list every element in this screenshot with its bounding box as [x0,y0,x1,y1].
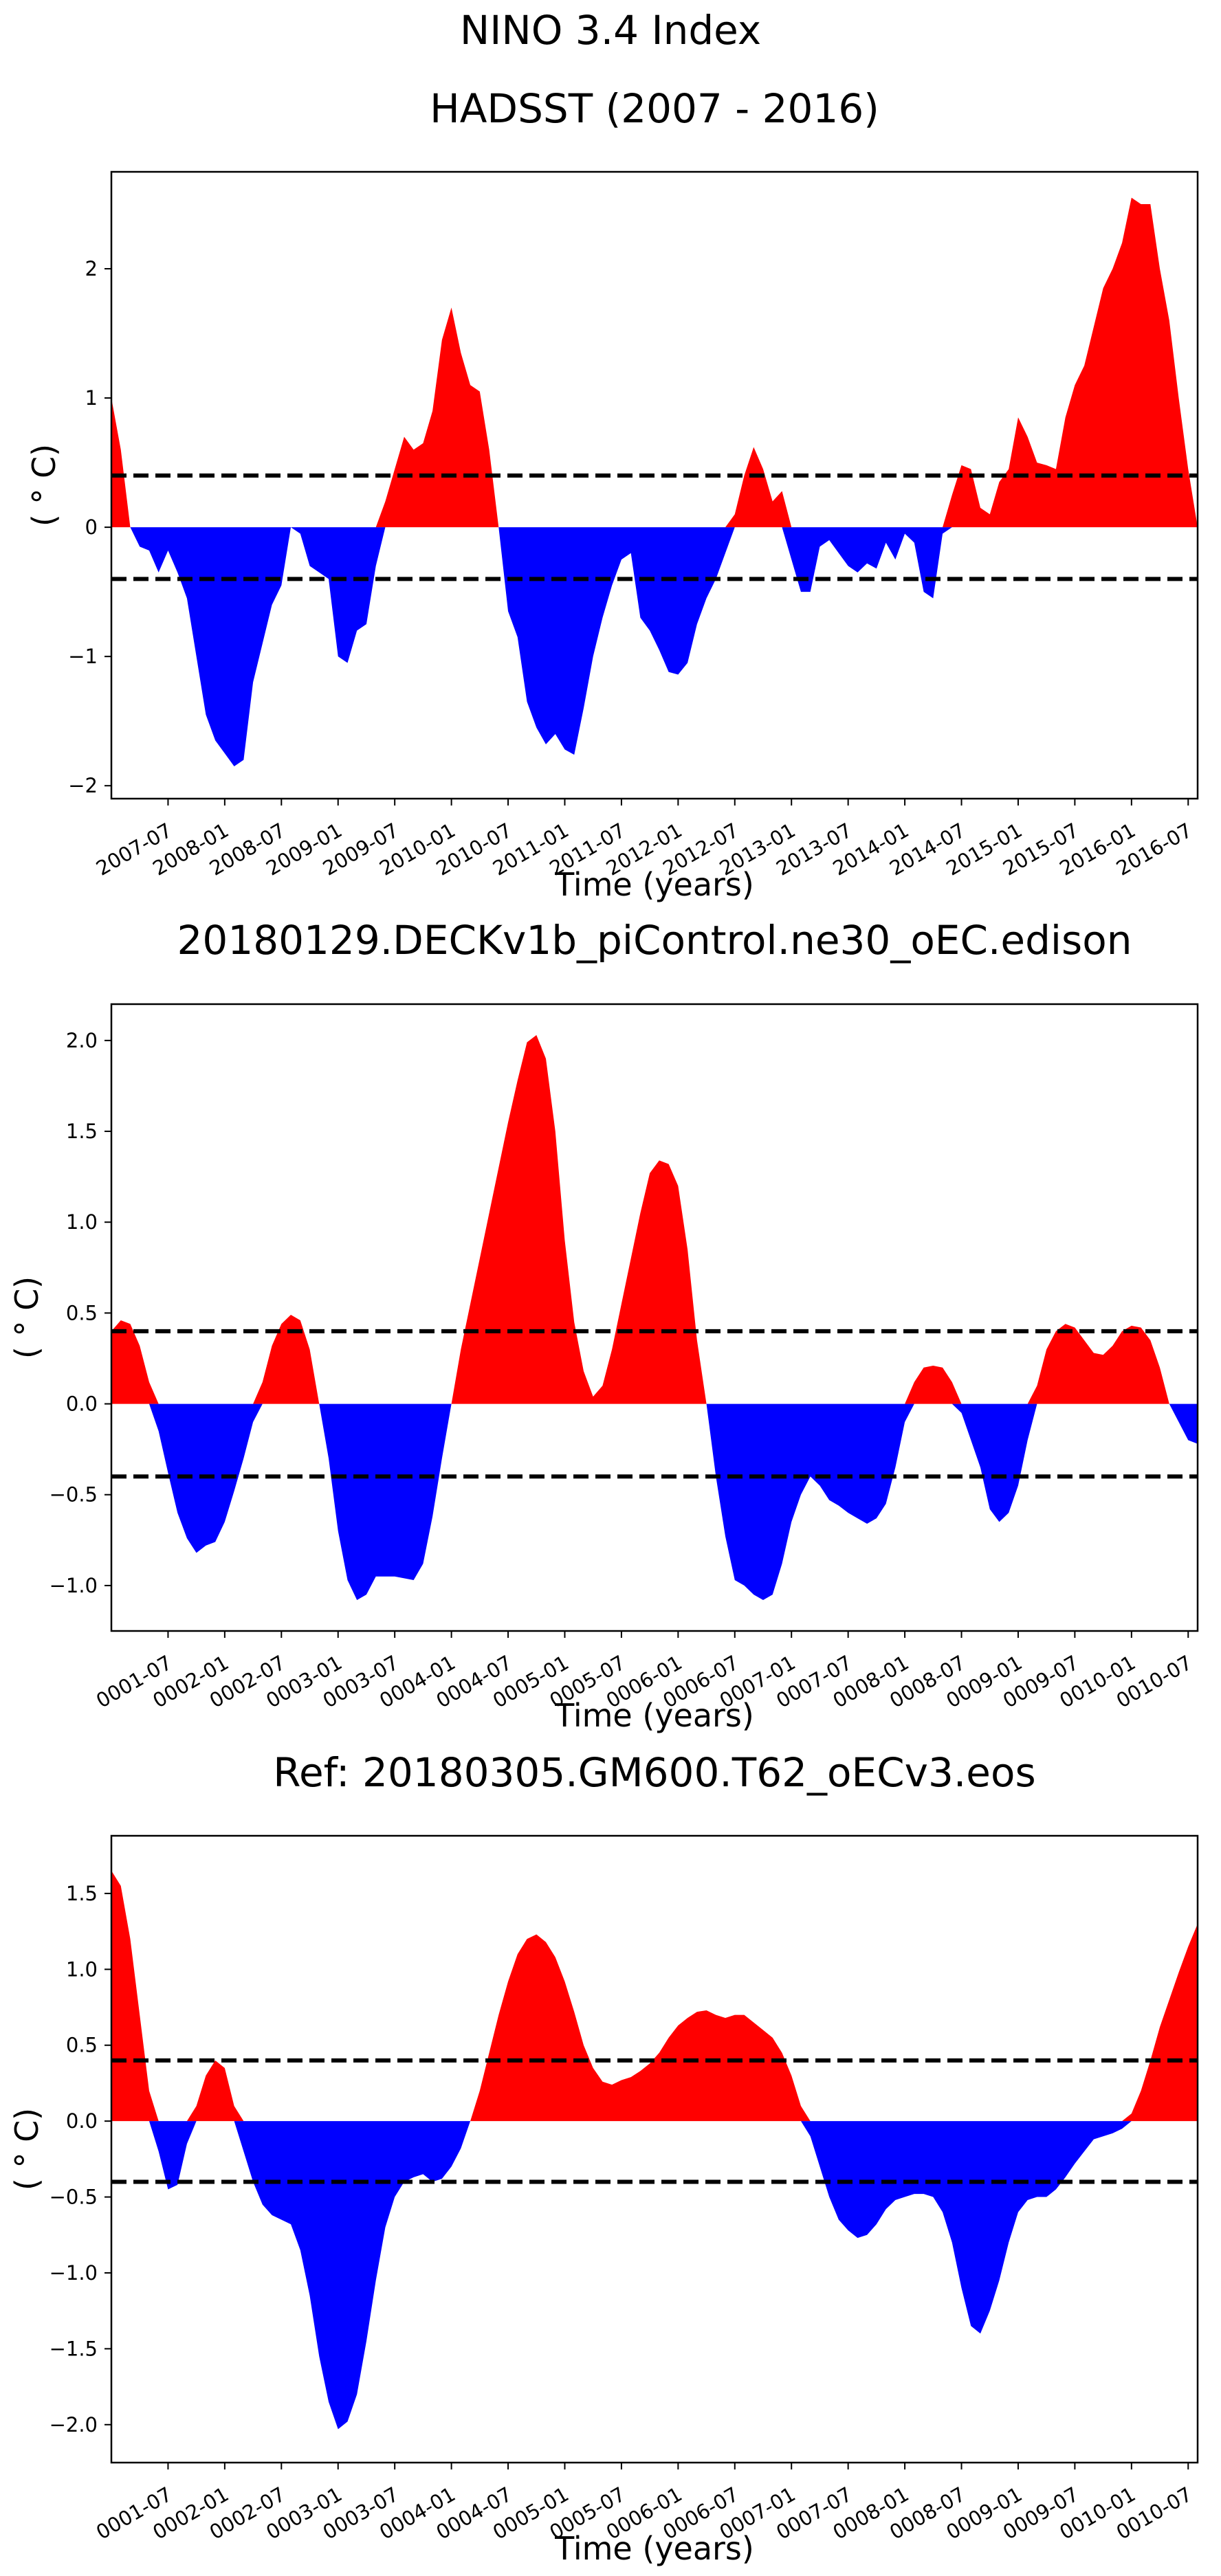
y-tick-label: −2.0 [50,2413,98,2436]
negative-anomaly-area [111,527,1198,766]
y-tick-label: 2.0 [66,1029,98,1052]
chart-title: Ref: 20180305.GM600.T62_oECv3.eos [273,1749,1035,1796]
y-tick-label: −0.5 [50,2186,98,2209]
positive-anomaly-area [111,1035,1198,1404]
x-axis-label: Time (years) [554,1697,754,1734]
y-tick-label: 0 [85,515,98,539]
y-axis-label: ( ° C) [25,444,63,526]
x-axis-label: Time (years) [554,866,754,903]
y-tick-label: −1.0 [50,2261,98,2285]
chart-panel-2: −1.0−0.50.00.51.01.52.00001-070002-01000… [8,917,1198,1734]
positive-anomaly-area [111,1871,1198,2121]
y-tick-label: −1.0 [50,1574,98,1597]
y-tick-label: −2 [68,774,98,797]
negative-anomaly-area [111,2121,1198,2429]
y-tick-label: 1.0 [66,1210,98,1234]
chart-title: HADSST (2007 - 2016) [430,85,879,132]
y-axis-label: ( ° C) [8,2108,45,2190]
y-tick-label: −0.5 [50,1483,98,1507]
y-tick-label: −1 [68,645,98,668]
x-axis-label: Time (years) [554,2530,754,2567]
y-tick-label: 2 [85,257,98,280]
negative-anomaly-area [111,1404,1198,1600]
chart-title: 20180129.DECKv1b_piControl.ne30_oEC.edis… [177,917,1132,964]
y-tick-label: 1 [85,386,98,410]
y-tick-label: 0.5 [66,1301,98,1324]
chart-panel-1: −2−10122007-072008-012008-072009-012009-… [25,85,1198,903]
y-tick-label: 1.5 [66,1882,98,1905]
y-tick-label: 0.0 [66,1392,98,1416]
figure-canvas: −2−10122007-072008-012008-072009-012009-… [0,0,1221,2576]
y-tick-label: 1.5 [66,1120,98,1143]
chart-panel-3: −2.0−1.5−1.0−0.50.00.51.01.50001-070002-… [8,1749,1198,2567]
y-tick-label: 1.0 [66,1957,98,1981]
y-tick-label: 0.0 [66,2109,98,2133]
positive-anomaly-area [111,198,1198,528]
y-axis-label: ( ° C) [8,1276,45,1359]
y-tick-label: 0.5 [66,2034,98,2057]
y-tick-label: −1.5 [50,2337,98,2360]
